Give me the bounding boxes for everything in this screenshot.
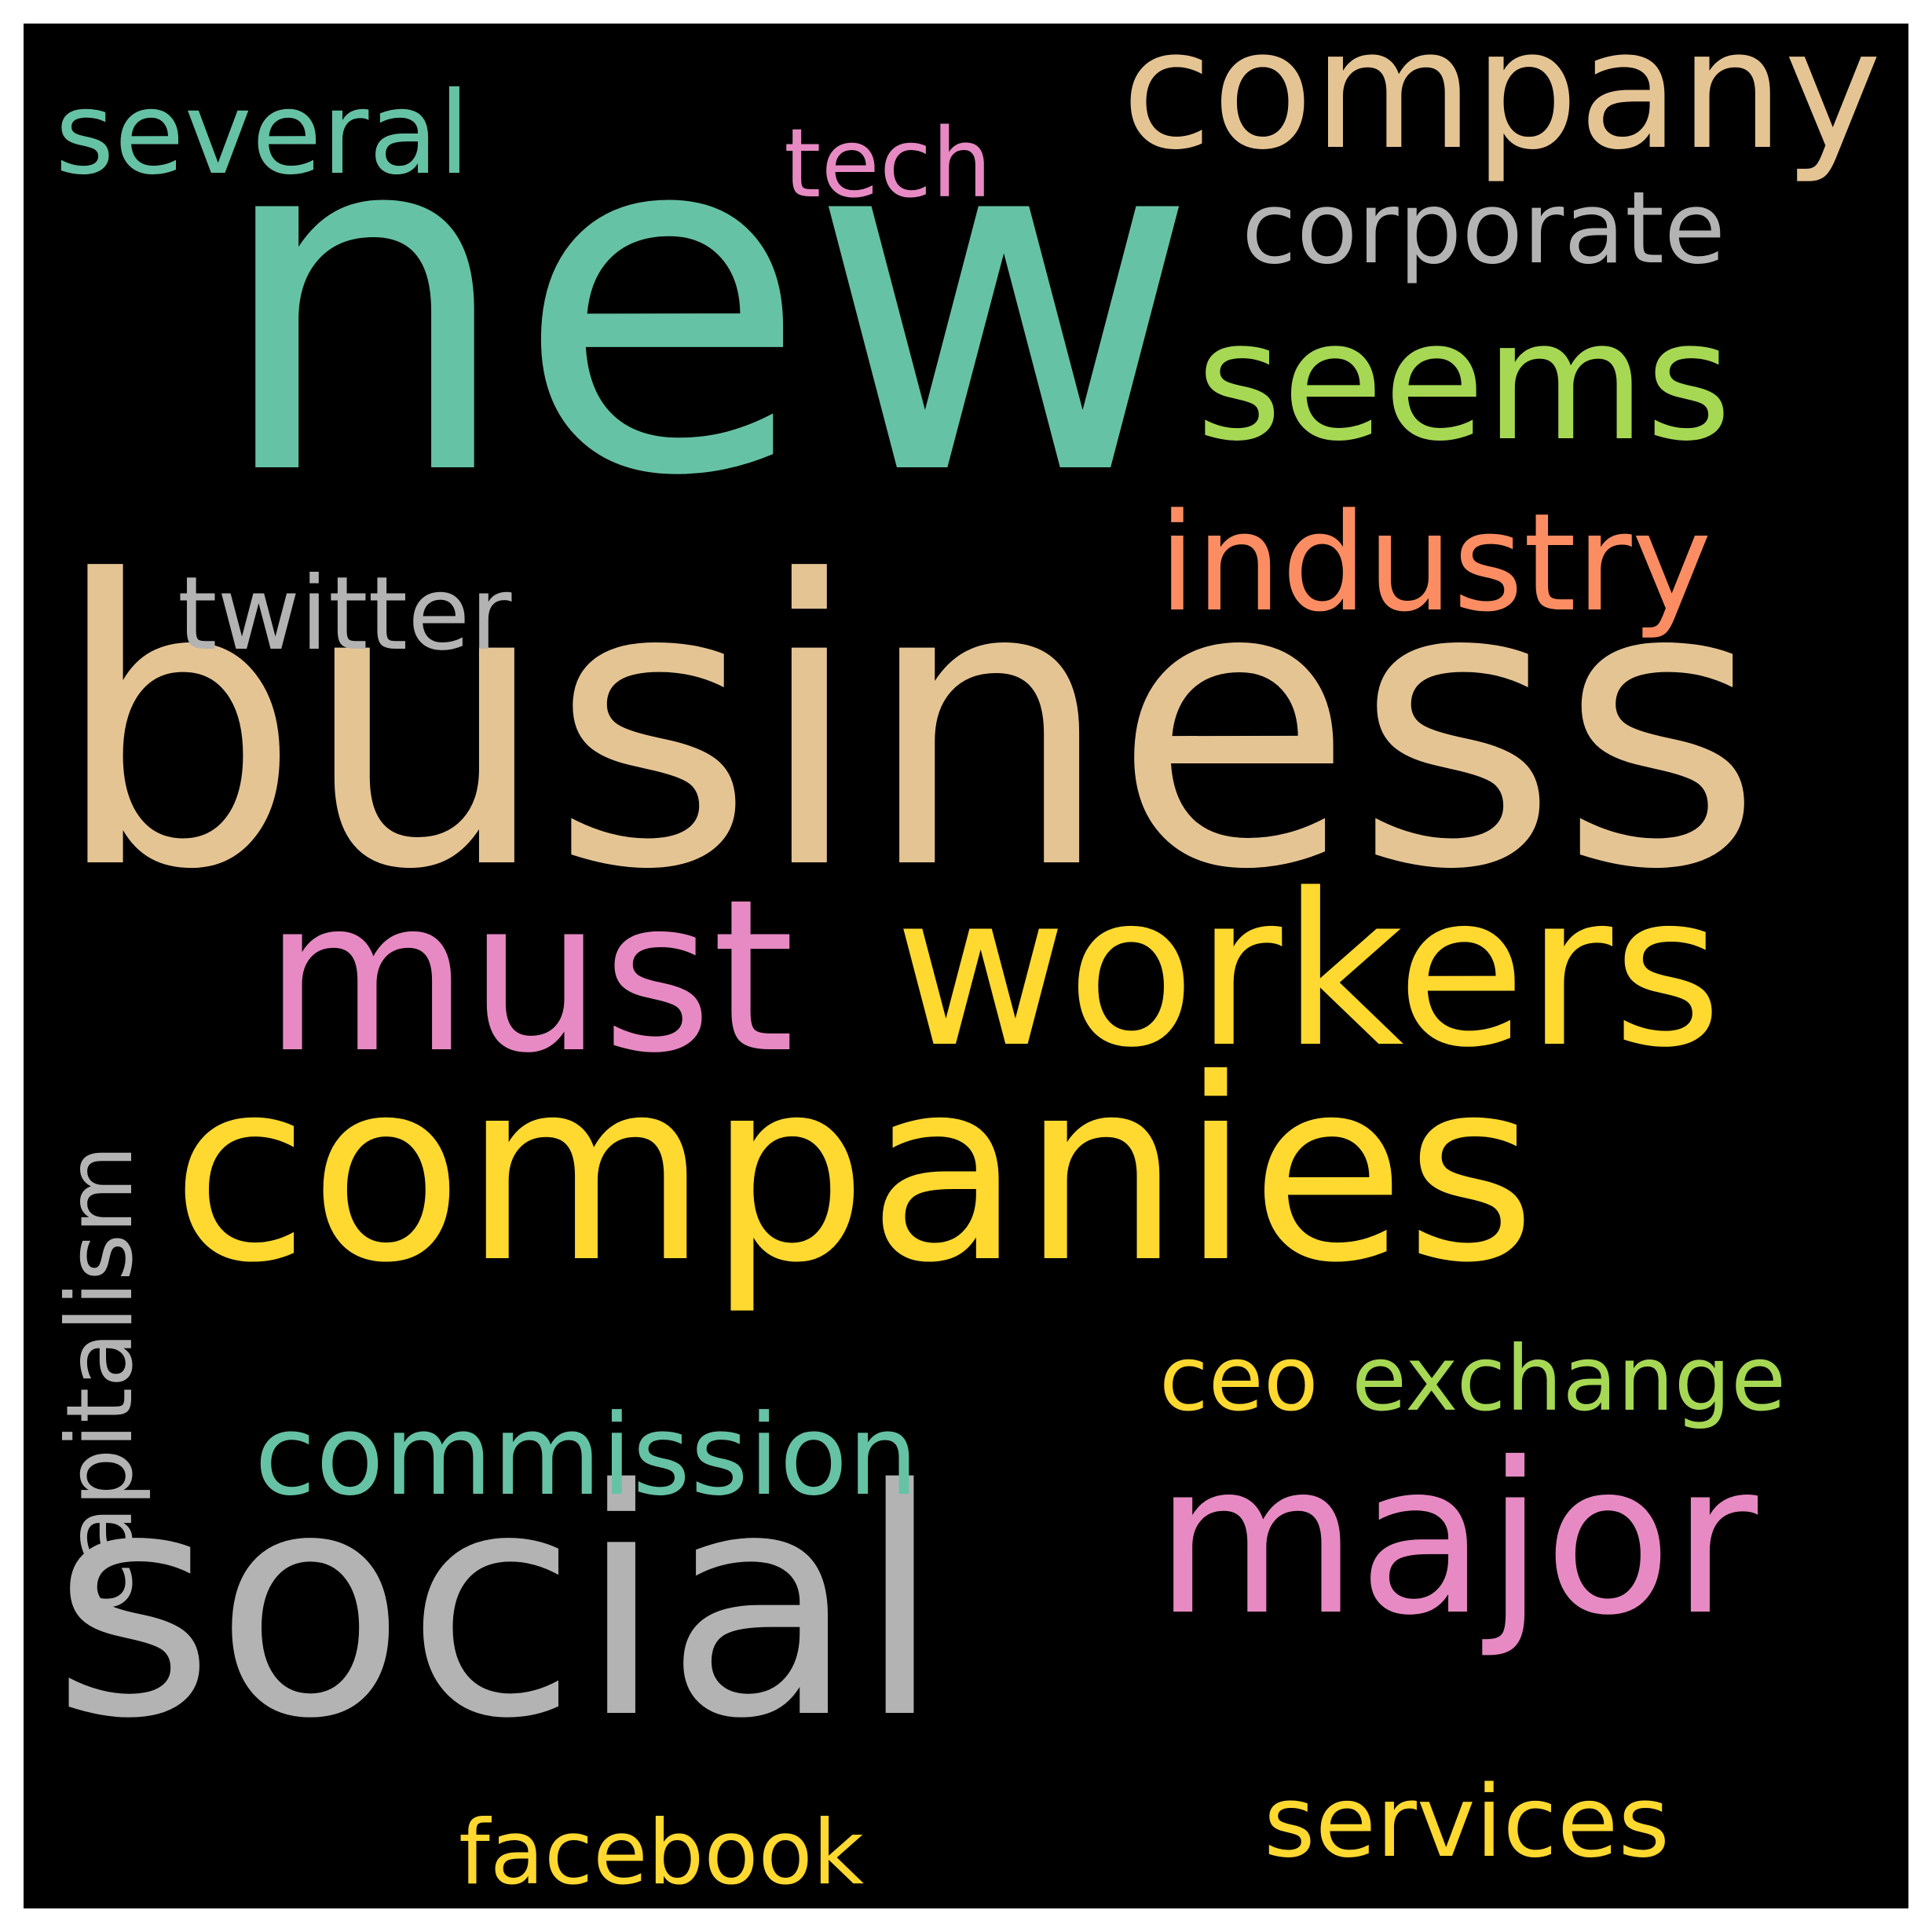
word-business: business [52,498,1764,955]
word-social: social [52,1423,943,1787]
word-corporate: corporate [1242,170,1726,286]
word-cloud: new business companies social must worke… [24,24,1908,1908]
word-industry: industry [1158,484,1712,642]
word-facebook: facebook [459,1801,865,1905]
word-major: major [1154,1418,1758,1661]
word-workers: workers [895,849,1722,1094]
word-companies: companies [171,1026,1536,1318]
word-exchange: exchange [1352,1326,1787,1431]
word-commission: commission [254,1391,919,1520]
word-twitter: twitter [177,555,512,673]
word-must: must [264,854,795,1100]
word-new: new [212,25,1199,580]
word-company: company [1122,24,1882,186]
word-ceo: ceo [1159,1326,1319,1431]
word-seems: seems [1196,285,1732,478]
word-capitalism: capitalism [47,1144,153,1612]
word-several: several [55,68,470,200]
word-tech: tech [784,108,993,219]
word-services: services [1264,1764,1670,1879]
